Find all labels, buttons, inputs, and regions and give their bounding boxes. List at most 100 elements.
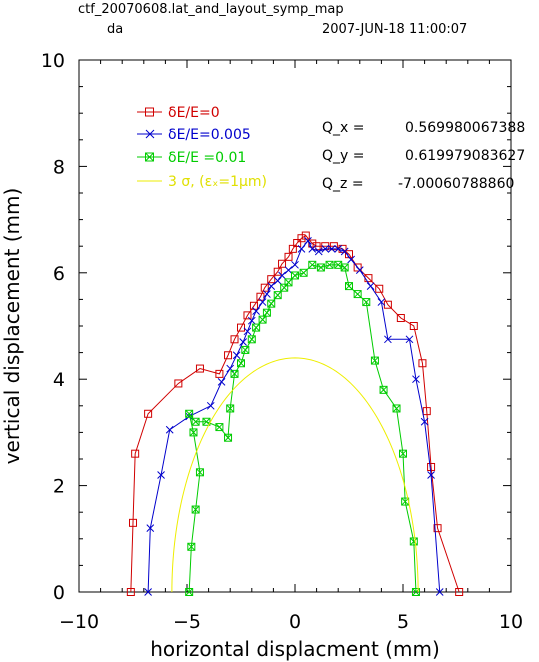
data-point-cross <box>399 449 407 458</box>
data-point-cross <box>189 428 198 437</box>
data-point <box>191 505 200 514</box>
data-point <box>297 245 306 253</box>
q-x-label: Q_x = <box>322 120 365 136</box>
q-z-value: -7.00060788860 <box>398 176 514 192</box>
data-point-cross <box>226 404 235 413</box>
series-2 <box>185 260 420 596</box>
series-0 <box>126 231 464 596</box>
data-point <box>239 338 248 346</box>
data-point-cross <box>308 260 317 269</box>
y-tick-label: 0 <box>53 582 65 604</box>
data-point <box>126 588 135 596</box>
legend-label-yellow: 3 σ, (εₓ=1μm) <box>168 174 267 190</box>
data-point-cross <box>379 385 388 394</box>
data-point <box>267 275 276 284</box>
header-subtitle: da <box>107 22 123 37</box>
data-point-cross <box>273 291 282 299</box>
data-point-cross <box>317 263 325 272</box>
data-point <box>422 407 431 416</box>
data-point <box>144 409 153 418</box>
tick-labels: −10 −5 0 5 10 0 2 4 6 8 10 <box>41 50 523 633</box>
data-point <box>174 379 183 388</box>
data-point <box>278 271 286 280</box>
data-point <box>185 412 194 421</box>
data-point <box>267 282 276 290</box>
data-point-cross <box>291 271 299 280</box>
data-point <box>247 316 256 325</box>
data-point <box>243 327 252 336</box>
data-point <box>412 375 420 384</box>
data-point <box>284 266 293 274</box>
data-point <box>340 263 349 272</box>
data-point <box>355 266 364 274</box>
q-y-label: Q_y = <box>322 148 365 164</box>
data-point <box>224 433 233 442</box>
data-point <box>206 401 215 410</box>
data-point <box>308 245 317 253</box>
data-point-cross <box>252 323 260 332</box>
data-point-cross <box>392 404 401 413</box>
legend-label-red: δE/E=0 <box>168 105 220 121</box>
data-point <box>316 263 325 272</box>
data-point <box>370 356 379 365</box>
data-point <box>375 284 384 293</box>
data-point <box>288 244 297 253</box>
x-tick-label: 10 <box>499 611 523 633</box>
data-point-cross <box>241 346 250 354</box>
series-3 <box>171 357 419 593</box>
data-point-cross <box>185 588 194 596</box>
data-point <box>409 322 418 330</box>
data-point <box>252 307 260 315</box>
data-point <box>418 359 427 368</box>
legend-label-blue: δE/E=0.005 <box>168 127 251 143</box>
data-point <box>327 245 336 253</box>
data-point-cross <box>280 283 289 292</box>
data-point-cross <box>224 433 232 442</box>
data-point <box>273 267 282 276</box>
data-point <box>405 335 414 344</box>
data-point <box>345 282 353 291</box>
y-axis-label: vertical displacement (mm) <box>0 188 24 465</box>
data-point <box>215 369 224 378</box>
data-point <box>237 323 245 332</box>
data-point <box>189 428 198 437</box>
data-point-cross <box>345 282 353 290</box>
data-point <box>243 311 252 320</box>
header-title: ctf_20070608.lat_and_layout_symp_map <box>78 2 344 17</box>
q-values: Q_x = 0.569980067388 Q_y = 0.61997908362… <box>322 120 525 192</box>
data-point-cross <box>237 359 245 368</box>
data-point-cross <box>215 423 224 431</box>
data-point <box>241 345 250 354</box>
data-point <box>308 260 317 269</box>
data-point-cross <box>299 268 308 277</box>
data-point <box>329 242 338 251</box>
data-point <box>280 283 289 292</box>
data-point <box>185 409 194 418</box>
data-point <box>362 298 371 307</box>
data-point <box>215 423 224 432</box>
data-point <box>260 283 269 292</box>
data-point-cross <box>196 468 204 477</box>
data-point <box>396 314 405 323</box>
data-point <box>334 245 343 253</box>
data-point <box>384 335 392 344</box>
series-line <box>171 357 419 593</box>
q-y-value: 0.619979083627 <box>405 148 525 164</box>
legend-item-red: δE/E=0 <box>137 105 220 121</box>
data-point-cross <box>258 315 267 324</box>
data-point-cross <box>401 497 410 506</box>
data-point <box>263 290 271 298</box>
data-point-cross <box>187 542 196 551</box>
axis-ticks <box>78 59 512 593</box>
data-point <box>195 468 204 477</box>
data-point <box>399 449 407 458</box>
data-point <box>284 278 293 287</box>
data-point-cross <box>185 409 194 418</box>
data-point <box>392 404 401 413</box>
data-point-cross <box>325 260 334 269</box>
data-point-cross <box>267 299 276 308</box>
q-z-label: Q_z = <box>322 176 364 192</box>
data-point <box>314 247 323 256</box>
data-point <box>353 290 362 299</box>
data-point <box>308 239 317 248</box>
